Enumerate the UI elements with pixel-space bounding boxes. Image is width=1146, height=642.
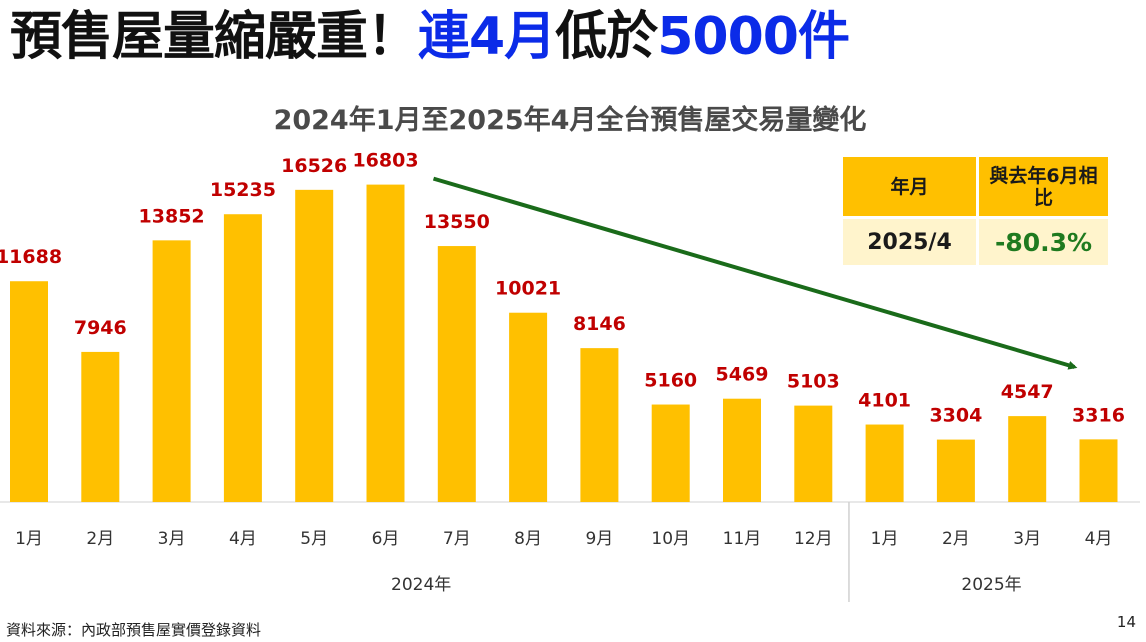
x-tick-label: 4月 (1085, 529, 1113, 549)
x-tick-label: 4月 (229, 529, 257, 549)
headline-part-3: 低於 (555, 7, 658, 67)
data-label: 5469 (716, 364, 769, 386)
data-label: 3316 (1072, 404, 1125, 426)
x-tick-label: 6月 (372, 529, 400, 549)
data-label: 4101 (858, 390, 911, 412)
info-table: 年月 與去年6月相比 2025/4 -80.3% (843, 157, 1111, 265)
info-header-compare: 與去年6月相比 (979, 157, 1111, 219)
data-label: 5103 (787, 371, 840, 393)
data-label: 5160 (644, 370, 697, 392)
data-label: 16526 (281, 155, 347, 177)
data-label: 15235 (210, 179, 276, 201)
bar (366, 184, 405, 503)
data-label: 4547 (1001, 381, 1054, 403)
info-value-compare: -80.3% (979, 219, 1111, 265)
data-label: 11688 (0, 246, 62, 268)
headline-part-4: 5000件 (657, 7, 850, 67)
bar (580, 348, 619, 502)
info-header-month: 年月 (843, 157, 979, 219)
chart-title: 2024年1月至2025年4月全台預售屋交易量變化 (273, 105, 867, 136)
headline-part-1: 預售屋量縮嚴重！ (10, 7, 419, 67)
x-tick-label: 2月 (86, 529, 114, 549)
bar (437, 246, 476, 502)
headline-part-2: 連4月 (418, 7, 556, 67)
x-tick-label: 7月 (443, 529, 471, 549)
data-label: 13550 (424, 211, 490, 233)
info-value-month: 2025/4 (843, 219, 979, 265)
x-tick-label: 9月 (585, 529, 613, 549)
bar (1079, 439, 1118, 502)
bar (295, 189, 334, 502)
bar (936, 439, 975, 502)
data-label: 16803 (352, 150, 418, 172)
x-tick-label: 12月 (794, 529, 833, 549)
source-note: 資料來源：內政部預售屋實價登錄資料 (6, 621, 262, 639)
x-tick-label: 11月 (723, 529, 762, 549)
bar (865, 424, 904, 502)
x-group-label: 2025年 (961, 575, 1021, 595)
bar (794, 405, 833, 502)
bar (723, 398, 761, 502)
x-tick-label: 3月 (158, 529, 186, 549)
trend-arrow (432, 176, 1078, 370)
data-label: 7946 (74, 317, 127, 339)
bar (1008, 416, 1047, 502)
x-tick-label: 10月 (651, 529, 690, 549)
data-label: 3304 (929, 405, 982, 427)
x-tick-label: 5月 (300, 529, 328, 549)
headline: 預售屋量縮嚴重！連4月低於5000件 (10, 4, 850, 70)
bar (223, 214, 262, 502)
bar (10, 281, 48, 502)
info-header-compare-text: 與去年6月相比 (989, 164, 1098, 209)
x-tick-label: 8月 (514, 529, 542, 549)
bar (81, 351, 120, 502)
data-label: 10021 (495, 278, 561, 300)
x-tick-label: 1月 (871, 529, 899, 549)
x-tick-label: 1月 (15, 529, 43, 549)
bar (152, 240, 191, 502)
x-tick-label: 3月 (1013, 529, 1041, 549)
bar (509, 312, 548, 502)
page-number: 14 (1116, 613, 1136, 631)
data-label: 13852 (139, 205, 205, 227)
data-label: 8146 (573, 313, 626, 335)
x-tick-label: 2月 (942, 529, 970, 549)
bar (651, 404, 690, 502)
x-group-label: 2024年 (391, 575, 451, 595)
